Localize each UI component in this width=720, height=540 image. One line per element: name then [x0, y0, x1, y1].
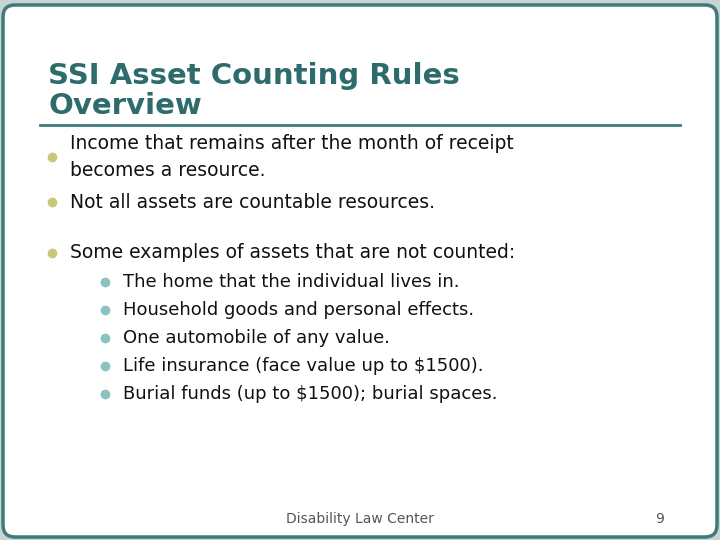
Text: Household goods and personal effects.: Household goods and personal effects.	[123, 301, 474, 319]
Text: Life insurance (face value up to $1500).: Life insurance (face value up to $1500).	[123, 357, 484, 375]
Text: Disability Law Center: Disability Law Center	[286, 512, 434, 526]
Text: Some examples of assets that are not counted:: Some examples of assets that are not cou…	[70, 244, 516, 262]
Text: One automobile of any value.: One automobile of any value.	[123, 329, 390, 347]
Text: The home that the individual lives in.: The home that the individual lives in.	[123, 273, 459, 291]
Text: Overview: Overview	[48, 92, 202, 120]
Text: Income that remains after the month of receipt
becomes a resource.: Income that remains after the month of r…	[70, 134, 514, 180]
FancyBboxPatch shape	[3, 5, 717, 537]
Text: Not all assets are countable resources.: Not all assets are countable resources.	[70, 192, 435, 212]
Text: SSI Asset Counting Rules: SSI Asset Counting Rules	[48, 62, 460, 90]
Text: Burial funds (up to $1500); burial spaces.: Burial funds (up to $1500); burial space…	[123, 385, 498, 403]
Text: 9: 9	[656, 512, 665, 526]
